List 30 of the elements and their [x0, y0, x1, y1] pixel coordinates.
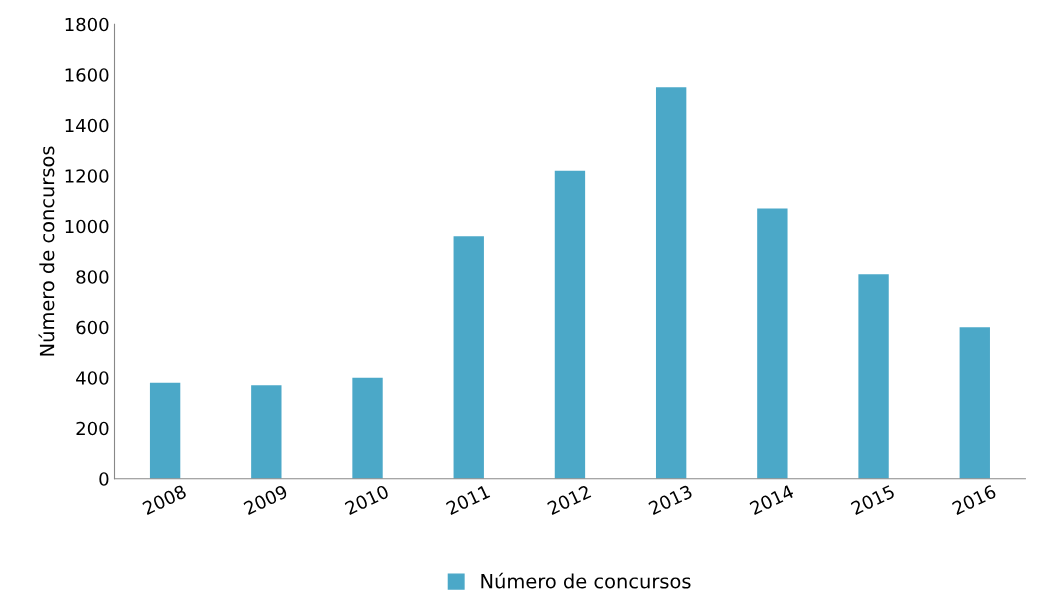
y-axis-title: Número de concursos — [38, 146, 55, 356]
x-tick-label: 2008 — [141, 484, 188, 516]
bar — [858, 274, 889, 479]
bar — [655, 87, 687, 479]
x-tick-label: 2014 — [749, 484, 795, 516]
bar — [757, 208, 788, 479]
y-tick-label: 1800 — [65, 17, 109, 32]
bar — [352, 377, 383, 479]
y-tick-label: 600 — [76, 320, 109, 335]
x-tick-label: 2010 — [344, 484, 390, 516]
y-tick-label: 800 — [76, 270, 109, 284]
y-tick-label: 1600 — [65, 68, 109, 82]
x-tick-label: 2013 — [647, 484, 693, 516]
y-tick-label: 1000 — [65, 219, 109, 234]
y-tick-label: 0 — [99, 472, 109, 486]
bar — [251, 385, 282, 479]
x-tick-label: 2015 — [850, 484, 896, 516]
y-tick-label: 1200 — [65, 169, 109, 183]
y-tick-label: 400 — [76, 371, 109, 385]
x-tick-label: 2012 — [546, 484, 592, 516]
y-tick-label: 1400 — [65, 118, 109, 133]
bar — [554, 170, 586, 479]
bar — [149, 382, 181, 479]
x-tick-label: 2009 — [243, 484, 289, 516]
y-tick-label: 200 — [76, 421, 109, 436]
x-tick-label: 2011 — [445, 484, 491, 516]
x-tick-label: 2016 — [951, 484, 997, 516]
legend-label: Número de concursos — [481, 572, 691, 589]
bar — [453, 236, 484, 479]
bar — [959, 327, 990, 479]
